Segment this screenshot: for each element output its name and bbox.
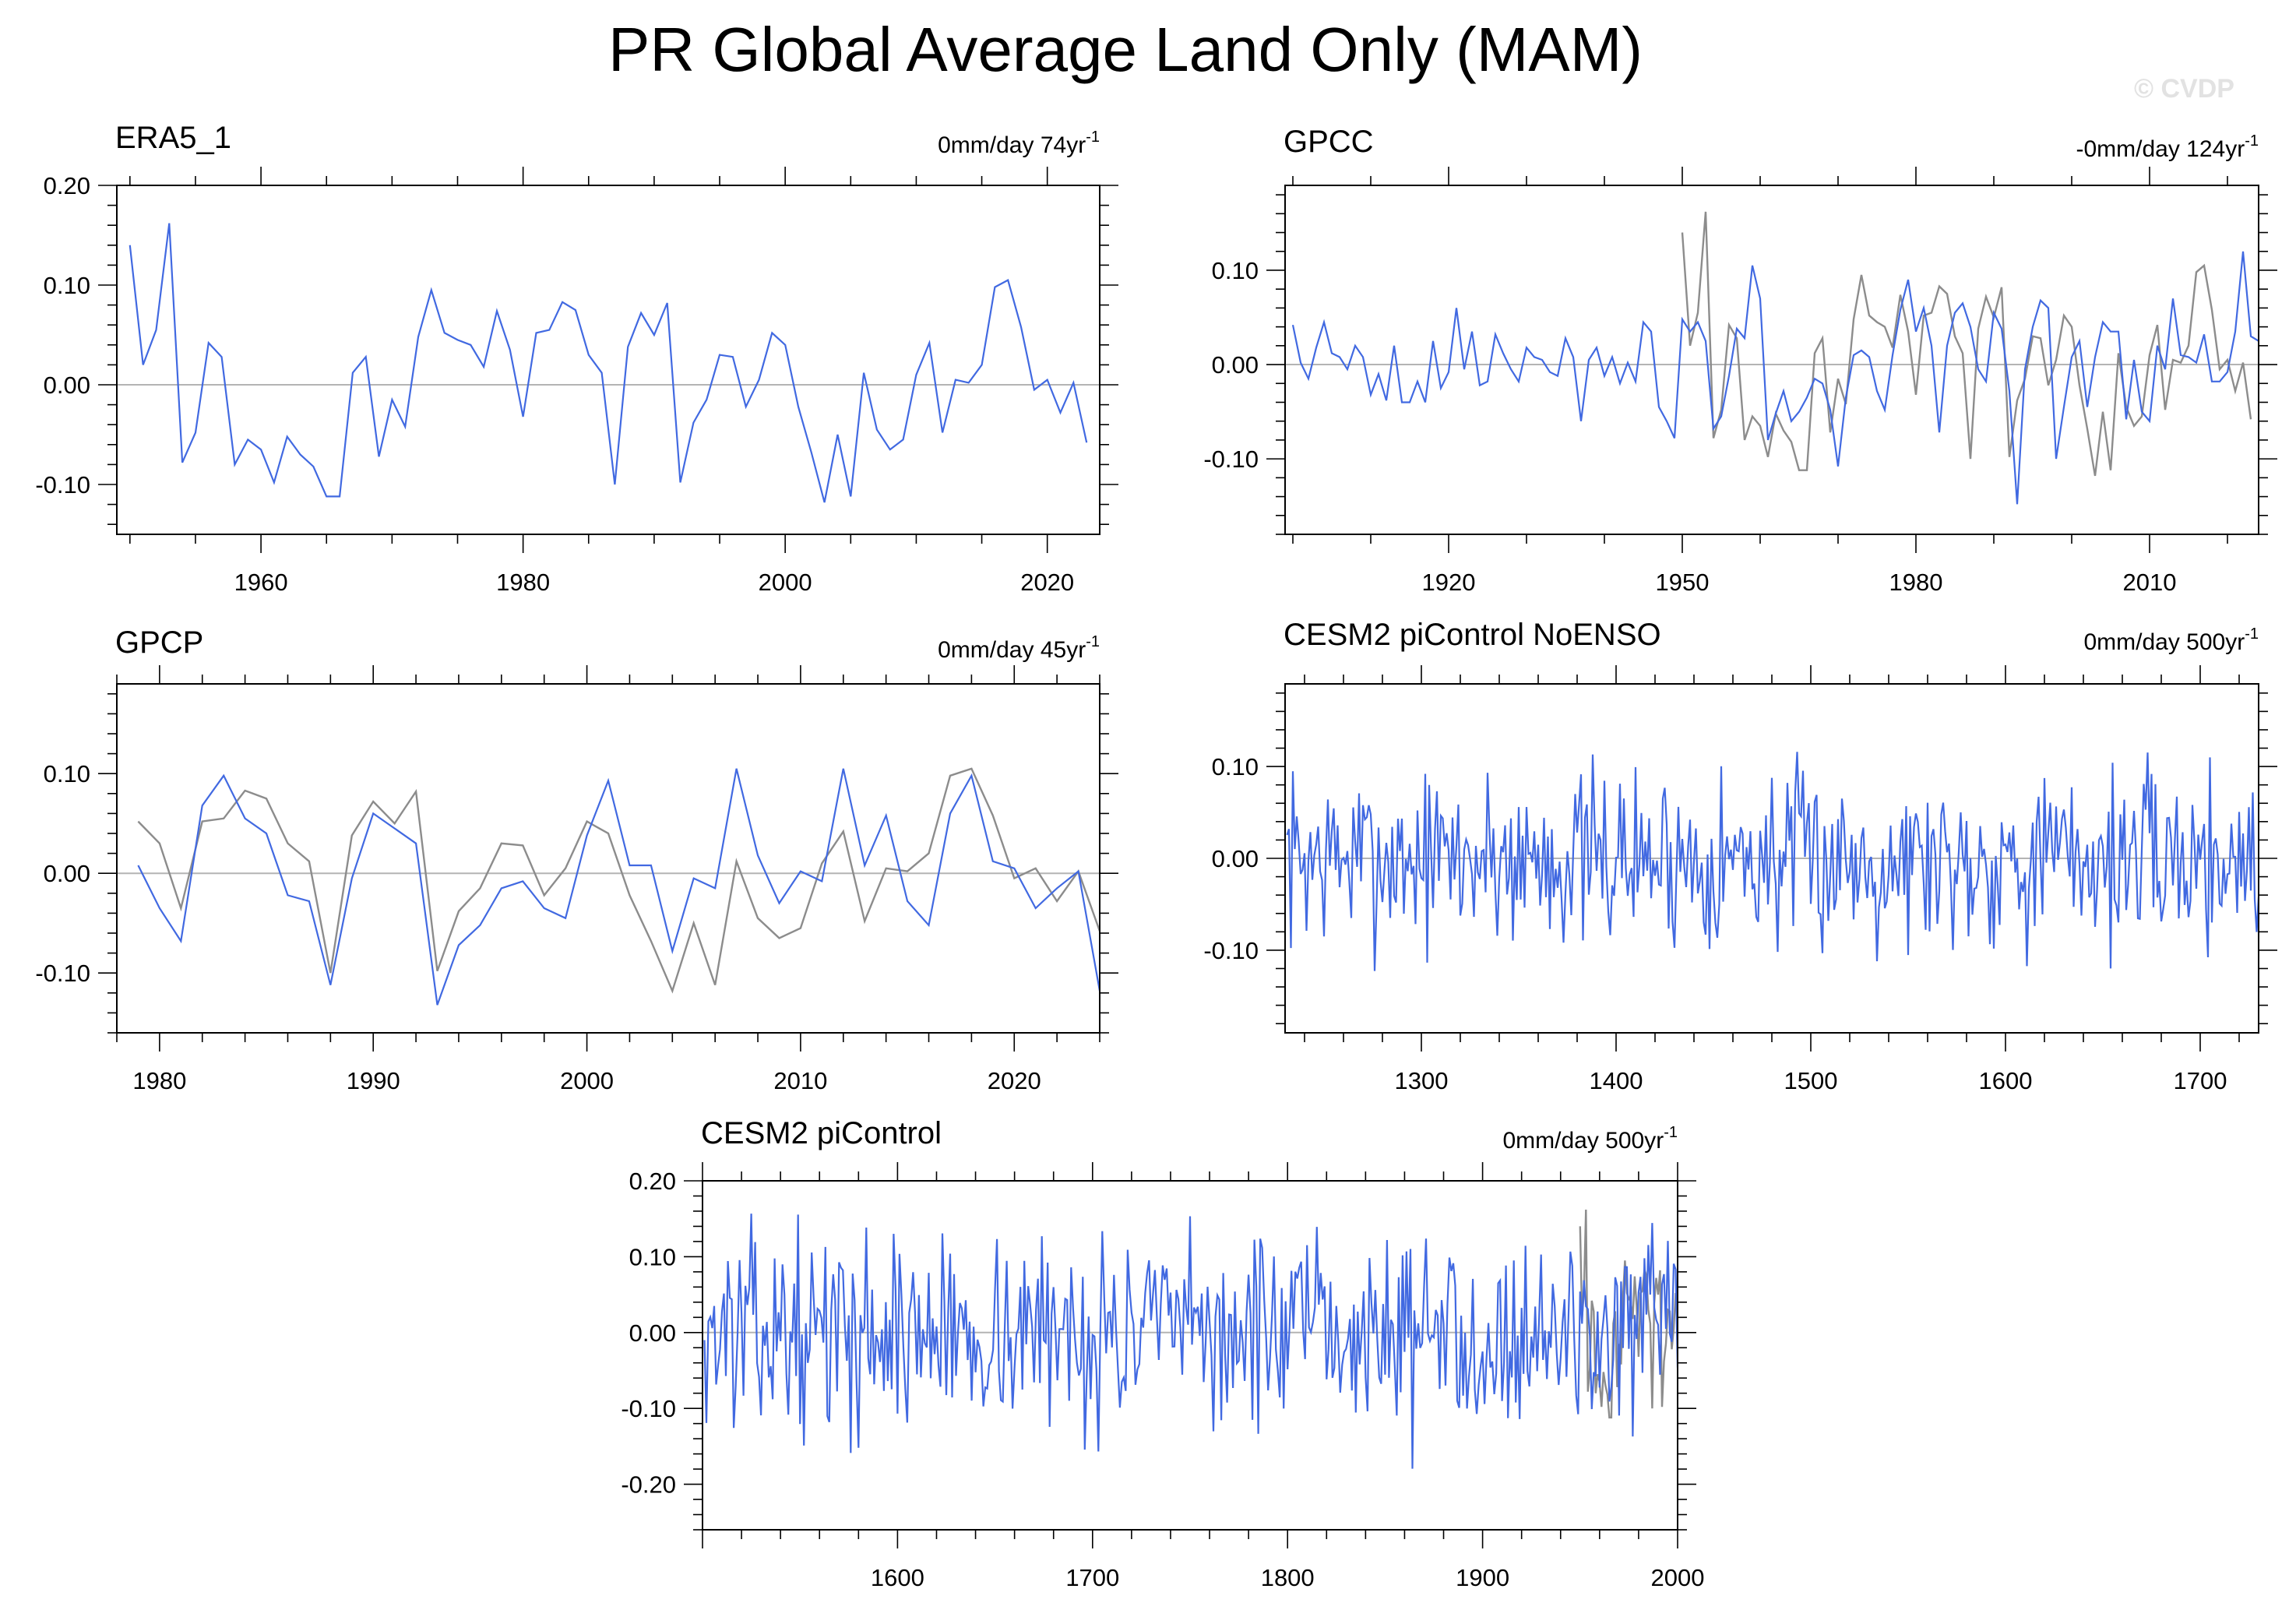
y-tick-label: 0.10 — [629, 1243, 676, 1270]
series-line — [1286, 752, 2259, 971]
x-tick-label: 2000 — [759, 569, 812, 596]
y-tick-label: 0.00 — [629, 1319, 676, 1347]
cvdp-watermark: © CVDP — [2134, 74, 2234, 104]
x-tick-label: 1500 — [1784, 1067, 1838, 1094]
x-tick-label: 1920 — [1422, 569, 1476, 596]
x-tick-label: 2010 — [2123, 569, 2177, 596]
x-tick-label: 1990 — [347, 1067, 400, 1094]
x-tick-label: 2010 — [773, 1067, 827, 1094]
panel-title: GPCC — [1284, 125, 1374, 159]
panel-cesm2-picontrol-noenso: CESM2 piControl NoENSO 0mm/day 500yr-1 -0.… — [1203, 618, 2277, 1094]
panel-gpcc: GPCC -0mm/day 124yr-1 -0.10 0.00 0.10 1920 195… — [1203, 125, 2277, 596]
plot-frame — [702, 1180, 1678, 1531]
x-tick-label: 1950 — [1656, 569, 1710, 596]
y-tick-label: 0.20 — [629, 1168, 676, 1195]
reference-line — [1681, 211, 2252, 477]
y-tick-label: -0.20 — [621, 1471, 676, 1499]
y-tick-label: 0.00 — [44, 860, 90, 887]
y-tick-label: -0.10 — [35, 960, 90, 987]
series-line — [1291, 251, 2259, 505]
series-line — [129, 223, 1088, 503]
y-tick-label: 0.00 — [1212, 845, 1259, 872]
reference-line — [137, 767, 1100, 994]
x-tick-label: 1400 — [1590, 1067, 1643, 1094]
x-tick-label: 2000 — [1651, 1564, 1705, 1591]
x-tick-label: 1900 — [1456, 1564, 1509, 1591]
x-tick-label: 1700 — [1065, 1564, 1119, 1591]
x-tick-label: 1600 — [1979, 1067, 2033, 1094]
y-tick-label: -0.10 — [621, 1395, 676, 1422]
x-tick-label: 1980 — [496, 569, 550, 596]
reference-line — [1579, 1209, 1678, 1419]
series-line — [703, 1214, 1678, 1469]
y-tick-label: 0.10 — [44, 760, 90, 787]
x-tick-label: 1600 — [871, 1564, 924, 1591]
series-line — [137, 768, 1100, 1006]
panel-era5-1: ERA5_1 0mm/day 74yr-1 -0.10 0.00 0.10 0.20 196… — [35, 121, 1118, 596]
panel-title: CESM2 piControl NoENSO — [1284, 618, 1661, 652]
panel-title: ERA5_1 — [115, 121, 231, 155]
x-tick-label: 1980 — [132, 1067, 186, 1094]
stat-label: 0mm/day 74yr-1 — [938, 129, 1100, 158]
panel-cesm2-picontrol: CESM2 piControl 0mm/day 500yr-1 -0.20 -0.10… — [621, 1116, 1704, 1591]
x-tick-label: 1960 — [234, 569, 288, 596]
y-tick-label: -0.10 — [1203, 937, 1259, 964]
plot-frame — [116, 683, 1100, 1034]
stat-label: 0mm/day 500yr-1 — [2083, 625, 2259, 655]
figure-title: PR Global Average Land Only (MAM) — [607, 15, 1643, 84]
x-tick-label: 2020 — [1020, 569, 1074, 596]
panel-gpcp: GPCP 0mm/day 45yr-1 -0.10 0.00 0.10 1980 1990 2… — [35, 625, 1118, 1094]
y-tick-label: -0.10 — [1203, 446, 1259, 473]
x-tick-label: 2000 — [560, 1067, 614, 1094]
y-tick-label: 0.10 — [1212, 257, 1259, 284]
y-tick-label: 0.20 — [44, 172, 90, 199]
stat-label: 0mm/day 500yr-1 — [1502, 1124, 1678, 1154]
plot-frame — [1284, 185, 2259, 535]
y-tick-label: -0.10 — [35, 471, 90, 498]
x-tick-label: 1700 — [2174, 1067, 2227, 1094]
x-tick-label: 1300 — [1395, 1067, 1449, 1094]
x-tick-label: 2020 — [988, 1067, 1041, 1094]
stat-label: 0mm/day 45yr-1 — [938, 633, 1100, 663]
y-tick-label: 0.10 — [1212, 753, 1259, 780]
y-tick-label: 0.10 — [44, 272, 90, 299]
stat-label: -0mm/day 124yr-1 — [2076, 132, 2259, 162]
x-tick-label: 1800 — [1261, 1564, 1315, 1591]
plot-frame — [116, 185, 1100, 535]
x-tick-label: 1980 — [1889, 569, 1943, 596]
panel-title: GPCP — [115, 625, 203, 660]
y-tick-label: 0.00 — [1212, 351, 1259, 379]
y-tick-label: 0.00 — [44, 372, 90, 399]
panel-title: CESM2 piControl — [701, 1116, 942, 1150]
